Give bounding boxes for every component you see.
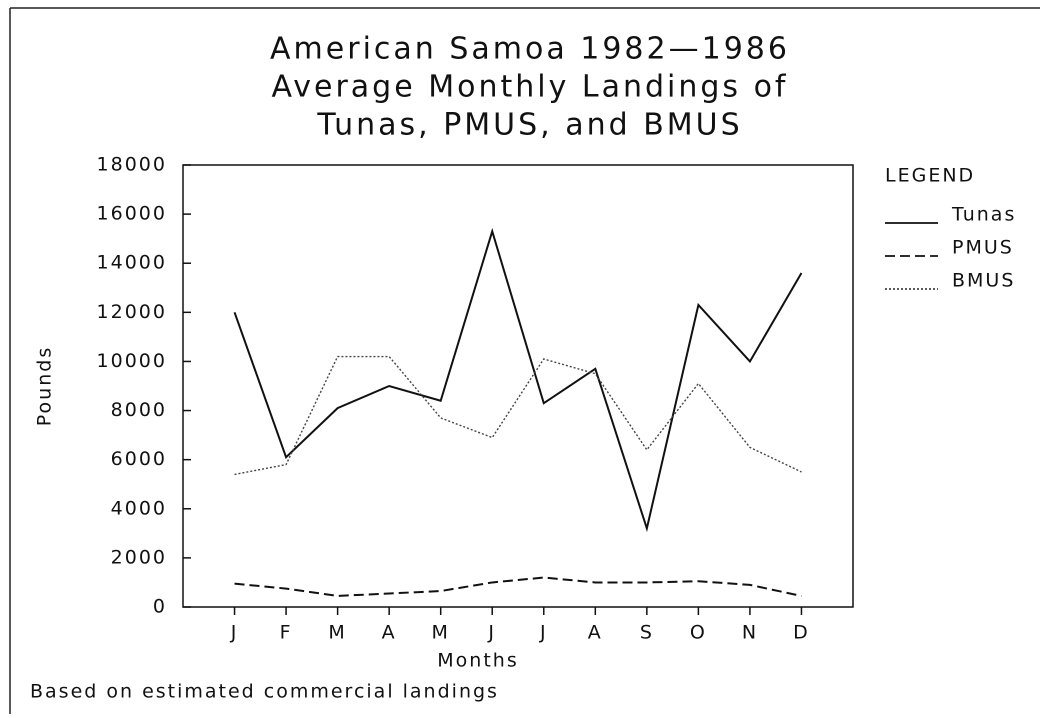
x-tick-label: F	[280, 622, 293, 644]
x-tick-label: N	[742, 622, 758, 644]
y-tick-label: 0	[153, 596, 167, 618]
y-tick-label: 14000	[97, 252, 167, 274]
legend-label: BMUS	[952, 270, 1015, 292]
x-tick-label: D	[793, 622, 810, 644]
series-line	[234, 576, 802, 597]
footnote: Based on estimated commercial landings	[30, 681, 499, 703]
series-line	[233, 227, 803, 533]
chart-title: American Samoa 1982—1986	[270, 32, 790, 67]
y-tick-label: 18000	[97, 154, 167, 176]
y-tick-label: 12000	[97, 301, 167, 323]
series-line	[234, 355, 802, 476]
x-tick-label: O	[690, 622, 707, 644]
x-axis-label: Months	[437, 650, 518, 672]
x-tick-label: A	[382, 622, 397, 644]
y-tick-label: 6000	[111, 448, 167, 470]
legend-title: LEGEND	[885, 165, 975, 187]
y-tick-label: 16000	[97, 203, 167, 225]
x-tick-label: S	[640, 622, 654, 644]
x-tick-label: J	[230, 622, 239, 644]
legend-label: PMUS	[952, 237, 1014, 259]
legend-label: Tunas	[951, 204, 1016, 226]
chart-title: Tunas, PMUS, and BMUS	[316, 108, 742, 143]
x-tick-label: J	[487, 622, 496, 644]
plot-area	[182, 164, 854, 608]
y-tick-label: 4000	[111, 497, 167, 519]
x-tick-label: M	[328, 622, 346, 644]
x-tick-label: M	[431, 622, 449, 644]
y-axis-label: Pounds	[34, 346, 56, 426]
x-tick-label: A	[588, 622, 603, 644]
y-tick-label: 10000	[97, 350, 167, 372]
y-tick-label: 2000	[111, 546, 167, 568]
x-tick-label: J	[539, 622, 548, 644]
y-tick-label: 8000	[111, 399, 167, 421]
chart-title: Average Monthly Landings of	[271, 70, 788, 105]
